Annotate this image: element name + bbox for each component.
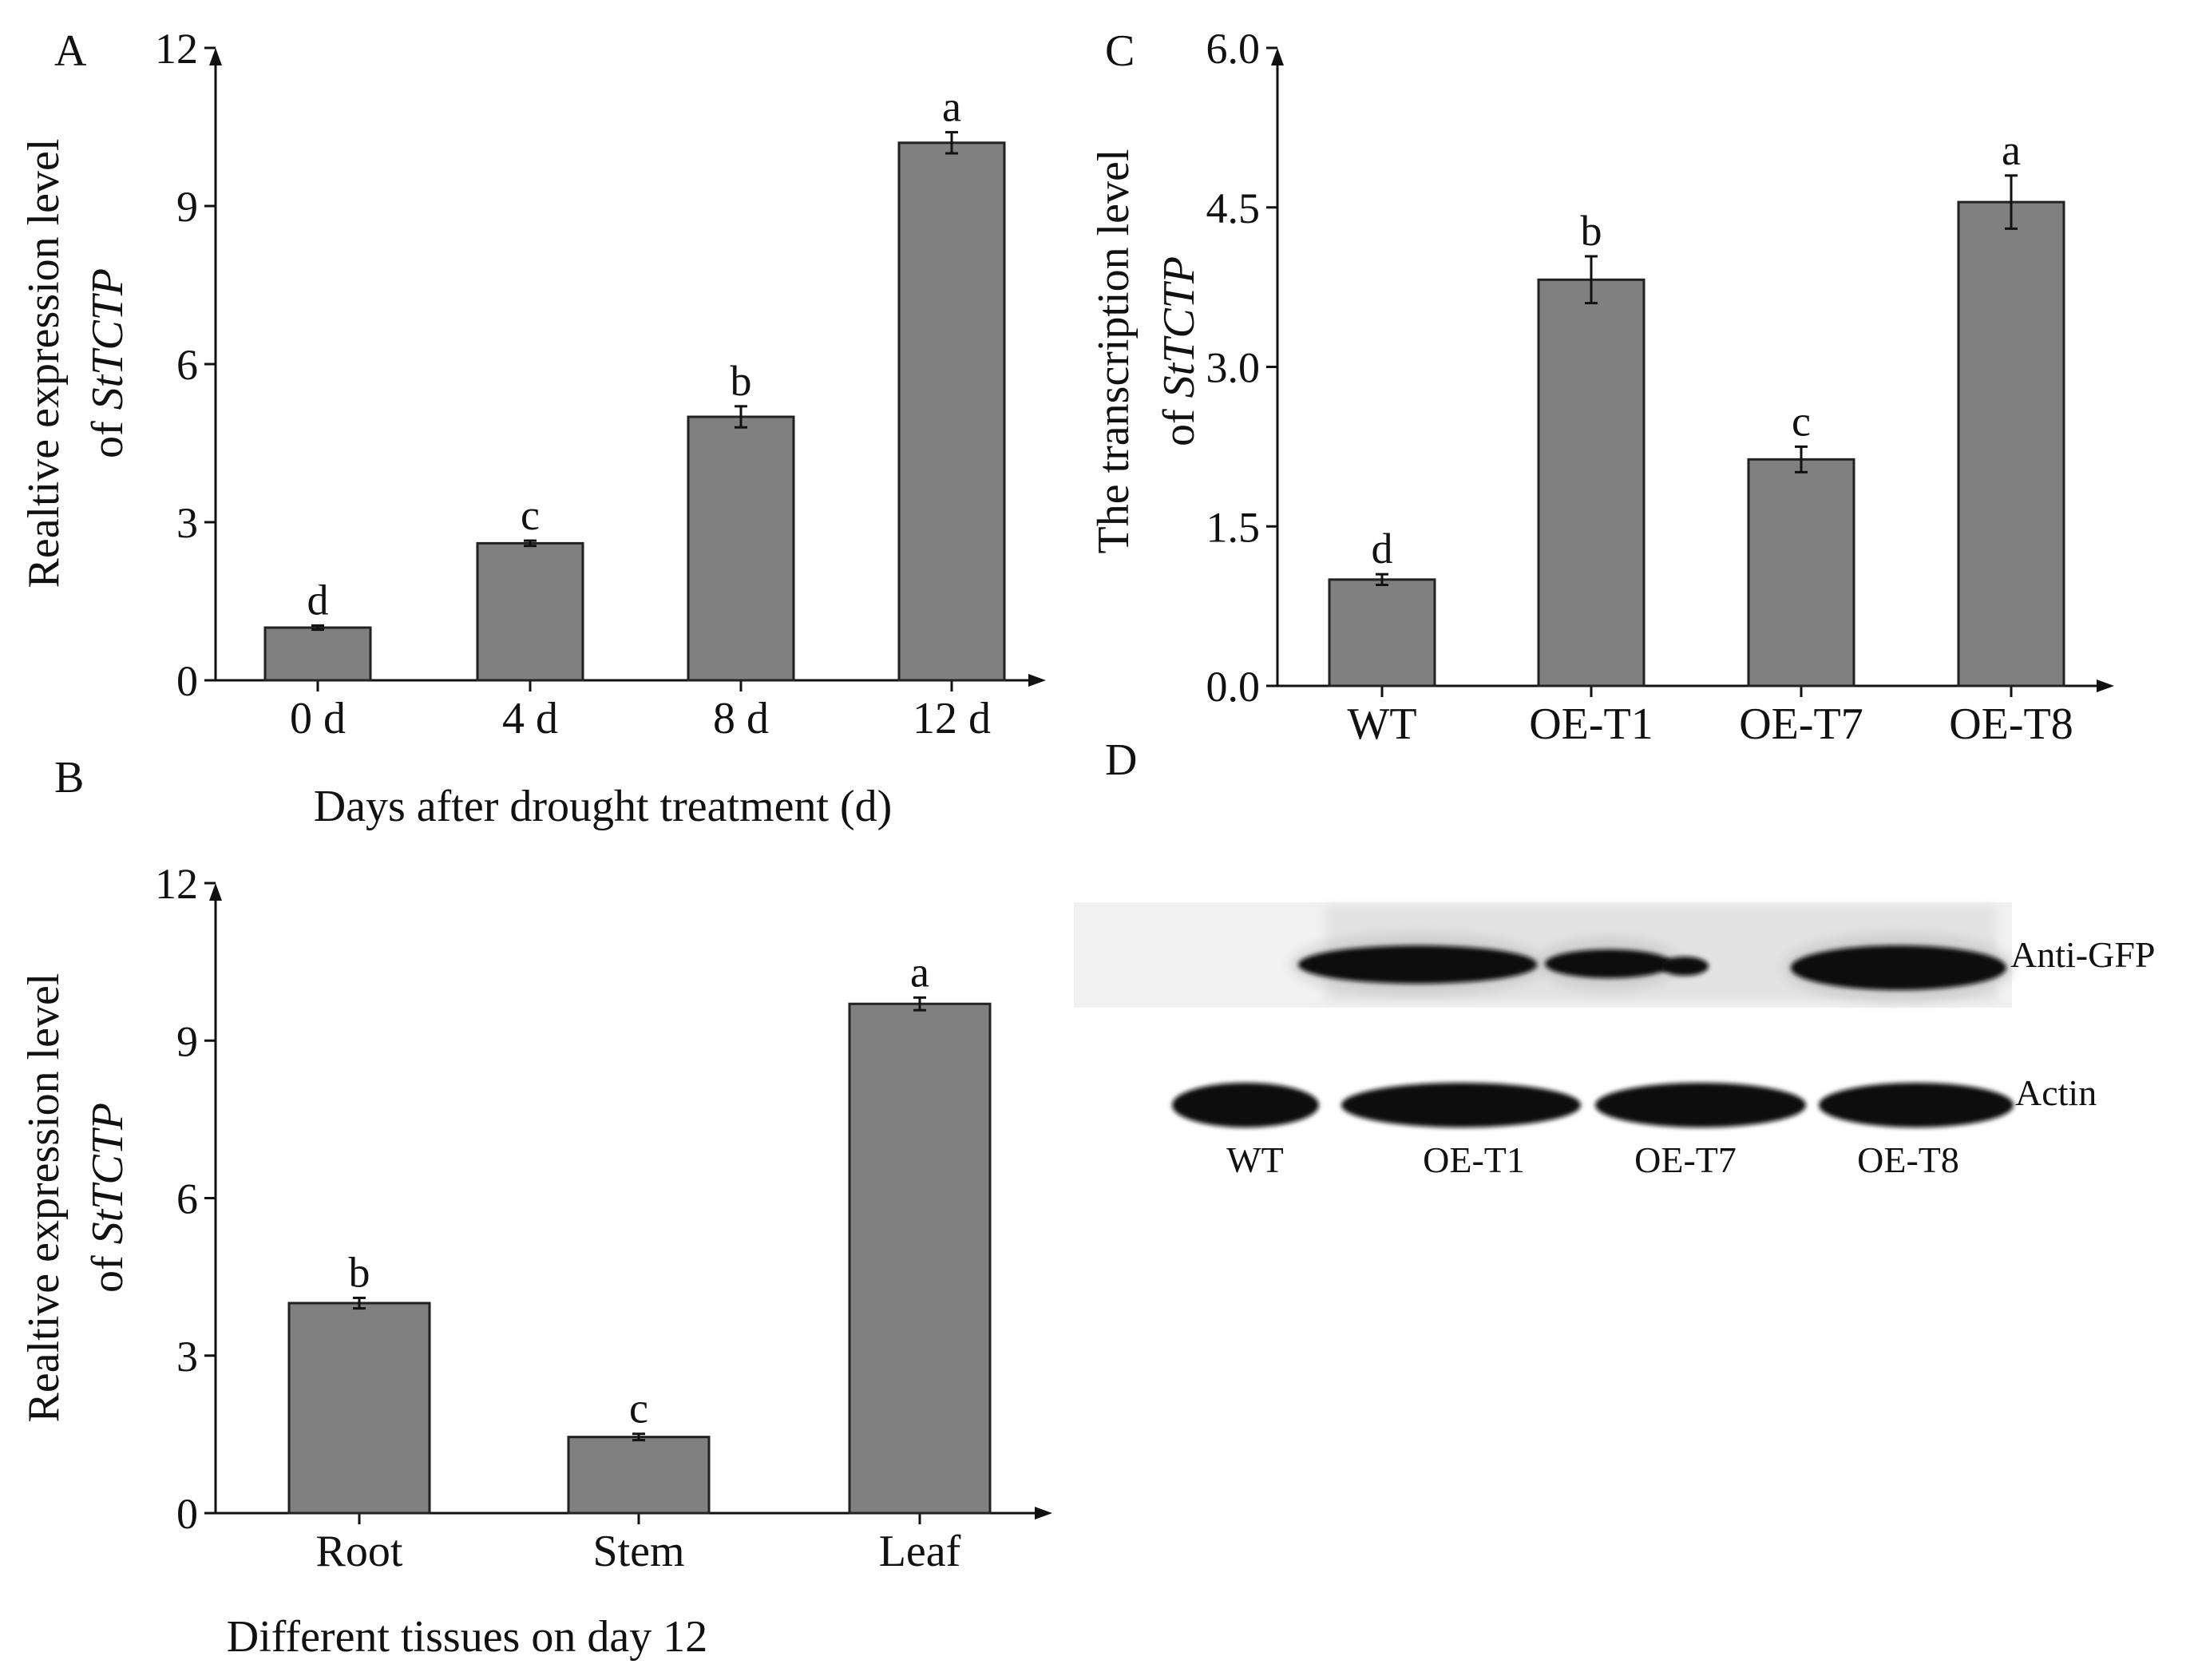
category-label: OE-T7	[1739, 699, 1863, 749]
y-tick-label: 3.0	[1206, 344, 1261, 392]
y-axis-title-gene: StTCTP	[83, 1103, 133, 1244]
y-axis-arrow-icon	[209, 883, 222, 901]
bar	[567, 1436, 711, 1515]
panel-letter-b: B	[54, 753, 84, 802]
y-tick-label: 4.5	[1206, 184, 1261, 232]
significance-letter: a	[942, 83, 961, 131]
blot-lane-label: OE-T8	[1857, 1139, 1959, 1180]
bar	[1957, 200, 2065, 687]
significance-letter: c	[629, 1385, 648, 1432]
x-axis-arrow-icon	[1028, 674, 1046, 687]
y-axis-title-gene: StTCTP	[83, 268, 133, 410]
bar	[1537, 278, 1646, 687]
significance-letter: c	[1792, 397, 1811, 445]
y-axis-title-line1: The transcription level	[1089, 149, 1139, 554]
bar	[476, 541, 584, 682]
category-label: 12 d	[913, 694, 991, 743]
y-tick-label: 3	[176, 1333, 198, 1381]
category-label: Stem	[592, 1527, 684, 1576]
x-axis-arrow-icon	[1035, 1507, 1052, 1520]
y-axis-arrow-icon	[1271, 48, 1284, 65]
y-tick-label: 6	[176, 341, 198, 389]
actin-band	[1819, 1083, 2014, 1127]
blot-lane-label: OE-T1	[1423, 1139, 1525, 1180]
chart-a-drought-time-course: 0 3 6 9 12 d 0 d c 4 d b 8 d a 12 d Realtive expressi…	[19, 25, 1046, 831]
y-tick-label: 0	[176, 657, 198, 705]
chart-c-transgenic-lines: 0.0 1.5 3.0 4.5 6.0 d WT b OE-T1 c OE-T7 a OE-T8 The …	[1089, 25, 2114, 749]
y-tick-label: 12	[155, 860, 198, 908]
y-axis-title-line2: of StTCTP	[83, 268, 133, 458]
blot-lane-label: OE-T7	[1634, 1139, 1737, 1180]
panel-letter-d: D	[1105, 735, 1137, 785]
actin-band	[1595, 1083, 1806, 1127]
category-label: OE-T1	[1529, 699, 1653, 749]
actin-band	[1341, 1083, 1581, 1127]
significance-letter: a	[2002, 126, 2021, 174]
y-tick-label: 9	[176, 1017, 198, 1065]
anti-gfp-label: Anti-GFP	[2010, 934, 2155, 975]
bar	[287, 1302, 431, 1515]
gfp-band-secondary	[1661, 957, 1709, 976]
y-tick-label: 6.0	[1206, 25, 1261, 73]
y-axis-title-line1: Realtive expression level	[19, 139, 69, 588]
bar	[263, 626, 372, 682]
category-label: OE-T8	[1949, 699, 2073, 749]
significance-letter: b	[731, 357, 752, 405]
y-tick-label: 1.5	[1206, 503, 1261, 551]
blot-lane-label: WT	[1226, 1139, 1284, 1180]
actin-label: Actin	[2015, 1072, 2097, 1113]
significance-letter: b	[349, 1248, 370, 1296]
chart-b-tissue-expression: 0 3 6 9 12 b Root c Stem a Leaf Realtive expression…	[19, 860, 1052, 1662]
gfp-band	[1791, 945, 2006, 990]
x-axis-title: Days after drought treatment (d)	[314, 782, 893, 831]
bar	[897, 141, 1006, 682]
bar	[1328, 578, 1436, 687]
category-label: 0 d	[290, 694, 346, 743]
y-tick-label: 12	[155, 25, 198, 73]
significance-letter: c	[521, 491, 540, 539]
y-axis-title-line2: of StTCTP	[83, 1103, 133, 1293]
category-label: 4 d	[502, 694, 558, 743]
y-axis-title-prefix: of	[83, 410, 133, 458]
y-axis-title-prefix: of	[1154, 398, 1204, 446]
bar	[1747, 458, 1855, 687]
gfp-band	[1545, 949, 1673, 978]
category-label: Leaf	[879, 1527, 961, 1576]
x-axis-arrow-icon	[2097, 680, 2114, 692]
y-axis-title-line1: Realtive expression level	[19, 973, 69, 1423]
y-tick-label: 3	[176, 499, 198, 547]
significance-letter: d	[1372, 525, 1393, 573]
western-blot: Anti-GFP Actin WT OE-T1 OE-T7 OE-T8	[1074, 902, 2155, 1180]
gfp-band	[1298, 945, 1538, 984]
category-label: WT	[1347, 699, 1416, 749]
blot-lane-labels: WT OE-T1 OE-T7 OE-T8	[1226, 1139, 1959, 1180]
actin-band-row	[1172, 1083, 2014, 1127]
y-axis-title-gene: StTCTP	[1154, 256, 1204, 398]
y-tick-label: 0	[176, 1490, 198, 1538]
y-tick-label: 0.0	[1206, 663, 1261, 711]
gfp-band-row	[1290, 933, 2014, 1003]
panel-letter-c: C	[1105, 26, 1135, 76]
category-label: Root	[316, 1527, 403, 1576]
significance-letter: d	[307, 576, 329, 624]
significance-letter: a	[910, 948, 929, 996]
y-tick-label: 9	[176, 183, 198, 231]
y-axis-title-prefix: of	[83, 1244, 133, 1293]
significance-letter: b	[1581, 207, 1602, 255]
actin-band	[1172, 1083, 1319, 1127]
bar	[687, 415, 795, 682]
bar	[848, 1002, 992, 1515]
category-label: 8 d	[713, 694, 769, 743]
x-axis-title: Different tissues on day 12	[227, 1612, 707, 1662]
y-axis-arrow-icon	[209, 48, 222, 65]
y-axis-title-line2: of StTCTP	[1154, 256, 1204, 446]
y-tick-label: 6	[176, 1175, 198, 1223]
panel-letter-a: A	[54, 26, 87, 76]
